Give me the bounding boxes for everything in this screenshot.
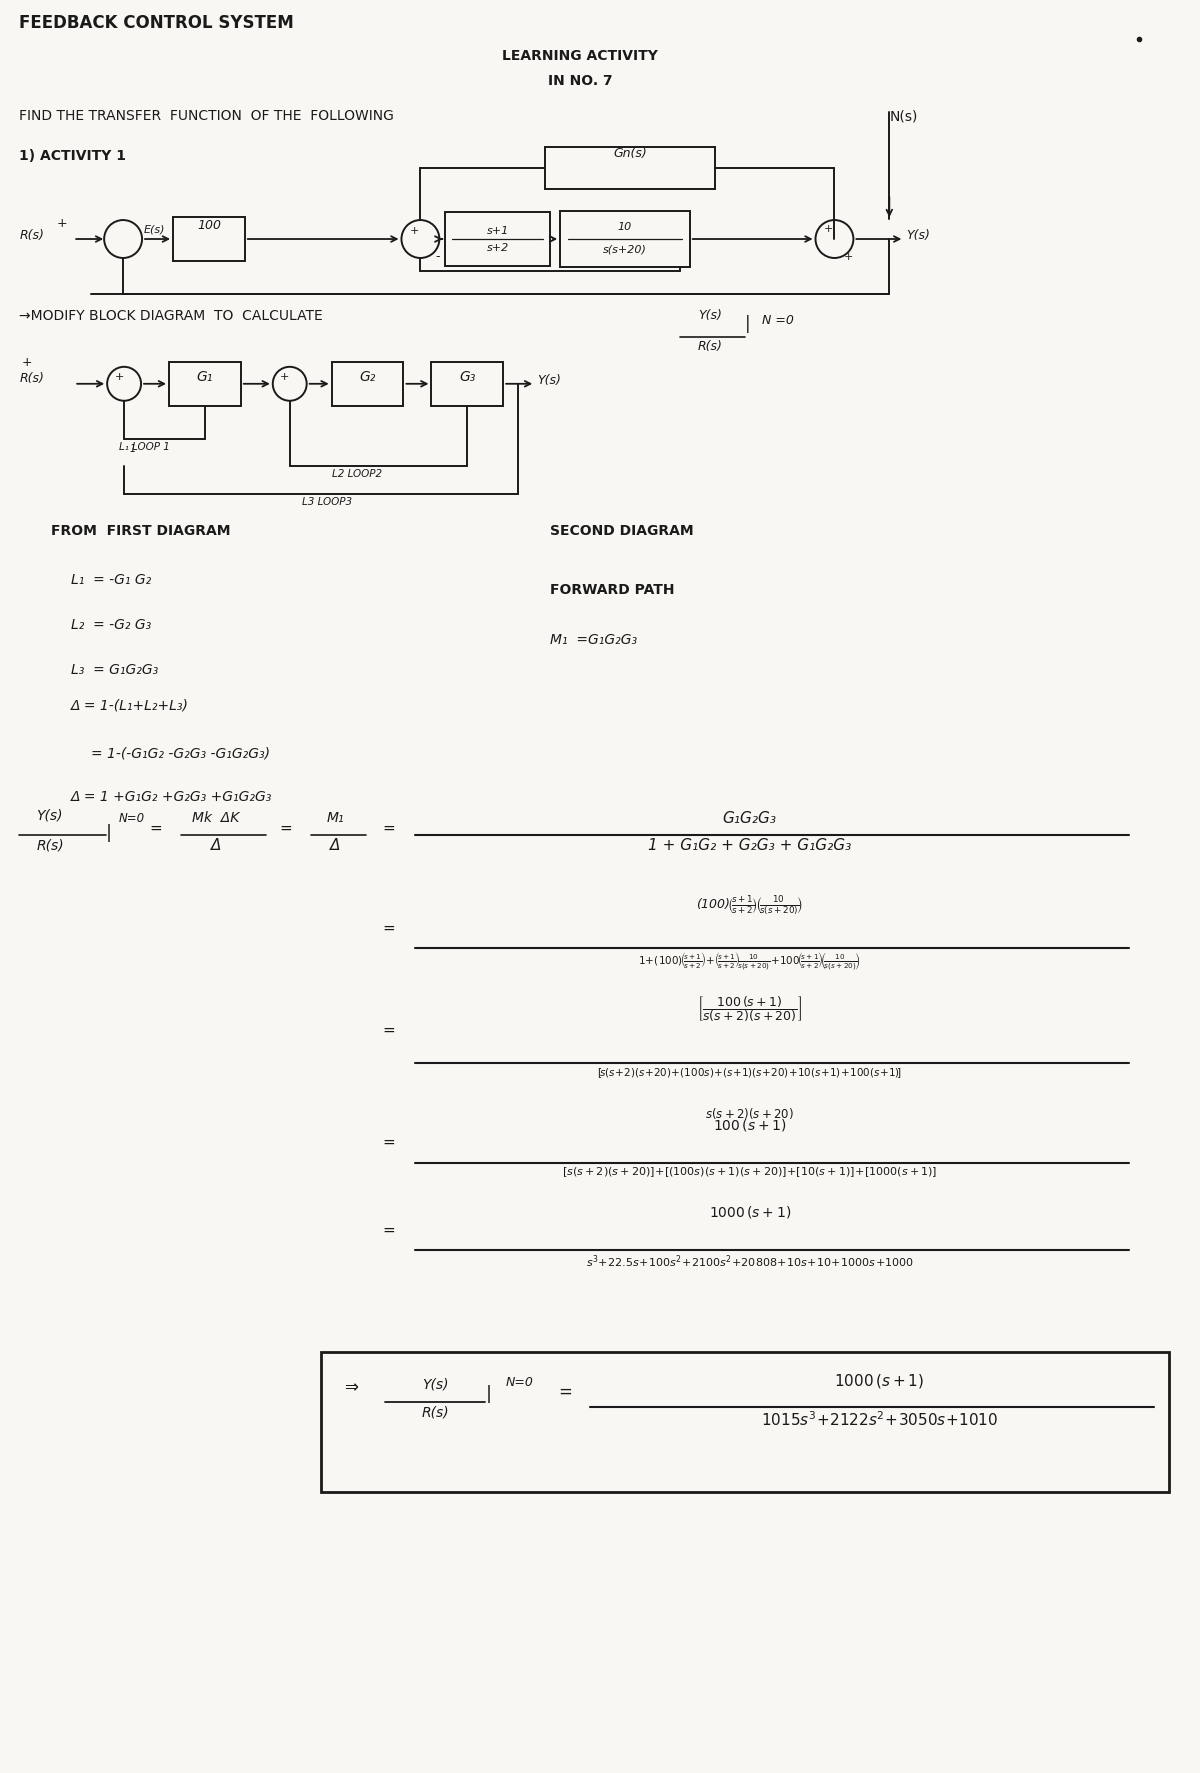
Text: ⇒: ⇒ (343, 1378, 358, 1395)
Text: M₁: M₁ (326, 810, 344, 824)
Text: |: | (106, 824, 112, 842)
Bar (320, 1353, 1169, 1493)
Circle shape (816, 220, 853, 259)
Text: +: + (22, 356, 32, 369)
Text: L2 LOOP2: L2 LOOP2 (331, 468, 382, 479)
Text: +: + (56, 216, 67, 230)
Text: =: = (558, 1383, 572, 1401)
Text: $s(s+2)(s+20)$: $s(s+2)(s+20)$ (706, 1106, 794, 1121)
Text: $100\,(s+1)$: $100\,(s+1)$ (713, 1117, 786, 1133)
Text: L₁  = -G₁ G₂: L₁ = -G₁ G₂ (71, 573, 151, 587)
Text: Y(s): Y(s) (906, 229, 930, 243)
Text: +: + (409, 225, 419, 236)
Bar (445, 211, 550, 266)
Text: R(s): R(s) (19, 229, 44, 243)
Circle shape (104, 220, 142, 259)
Text: Y(s): Y(s) (698, 309, 721, 323)
Text: R(s): R(s) (36, 839, 64, 853)
Text: $1000\,(s+1)$: $1000\,(s+1)$ (708, 1204, 791, 1220)
Text: Δ: Δ (330, 839, 341, 853)
Text: +: + (114, 372, 124, 381)
Text: L3 LOOP3: L3 LOOP3 (301, 496, 352, 507)
Text: $1015s^3\!+\!2122s^2\!+\!3050s\!+\!1010$: $1015s^3\!+\!2122s^2\!+\!3050s\!+\!1010$ (761, 1410, 998, 1429)
Text: =: = (382, 1023, 395, 1039)
Text: =: = (382, 920, 395, 936)
Bar (331, 362, 403, 406)
Text: $1\!+\!(100)\!\left(\!\frac{s+1}{s+2}\!\right)\!+\!\left(\!\frac{s+1}{s+2}\!\rig: $1\!+\!(100)\!\left(\!\frac{s+1}{s+2}\!\… (638, 950, 862, 973)
Text: $[s(s+2)(s+20)]\!+\![(100s)(s+1)(s+20)]\!+\![10(s+1)]\!+\![1000(s+1)]$: $[s(s+2)(s+20)]\!+\![(100s)(s+1)(s+20)]\… (562, 1165, 937, 1179)
Text: Δ = 1-(L₁+L₂+L₃): Δ = 1-(L₁+L₂+L₃) (71, 699, 190, 713)
Bar (545, 147, 715, 190)
Text: Δ = 1 +G₁G₂ +G₂G₃ +G₁G₂G₃: Δ = 1 +G₁G₂ +G₂G₃ +G₁G₂G₃ (71, 791, 272, 805)
Text: IN NO. 7: IN NO. 7 (547, 74, 612, 89)
Text: $1000\,(s+1)$: $1000\,(s+1)$ (834, 1372, 924, 1390)
Text: =: = (382, 1135, 395, 1151)
Text: G₂: G₂ (359, 371, 376, 383)
Circle shape (272, 367, 307, 401)
Text: (100)$\!\left(\!\frac{s+1}{s+2}\!\right)\!\left(\!\frac{10}{s(s+20)}\!\right)$: (100)$\!\left(\!\frac{s+1}{s+2}\!\right)… (696, 894, 803, 918)
Text: $\!\left[\!s(s\!+\!2)(s\!+\!20)\!+\!(100s)\!+\!(s\!+\!1)(s\!+\!20)\!+\!10(s\!+\!: $\!\left[\!s(s\!+\!2)(s\!+\!20)\!+\!(100… (598, 1066, 901, 1080)
Text: N =0: N =0 (762, 314, 793, 328)
Text: Gn(s): Gn(s) (613, 147, 647, 160)
Text: +: + (823, 223, 833, 234)
Text: LEARNING ACTIVITY: LEARNING ACTIVITY (502, 50, 658, 64)
Text: Δ: Δ (211, 839, 221, 853)
Text: = 1-(-G₁G₂ -G₂G₃ -G₁G₂G₃): = 1-(-G₁G₂ -G₂G₃ -G₁G₂G₃) (91, 746, 270, 761)
Text: |: | (745, 316, 750, 333)
Text: 1 + G₁G₂ + G₂G₃ + G₁G₂G₃: 1 + G₁G₂ + G₂G₃ + G₁G₂G₃ (648, 839, 851, 853)
Text: |: | (485, 1385, 491, 1402)
Text: Y(s): Y(s) (538, 374, 562, 387)
Text: R(s): R(s) (19, 372, 44, 385)
Text: Y(s): Y(s) (422, 1378, 449, 1392)
Text: 1: 1 (130, 443, 136, 454)
Text: FORWARD PATH: FORWARD PATH (550, 583, 674, 598)
Text: FEEDBACK CONTROL SYSTEM: FEEDBACK CONTROL SYSTEM (19, 14, 294, 32)
Text: $\left[\dfrac{100\,(s+1)}{s(s+2)(s+20)}\right]$: $\left[\dfrac{100\,(s+1)}{s(s+2)(s+20)}\… (697, 995, 803, 1023)
Text: L₁ LOOP 1: L₁ LOOP 1 (119, 441, 170, 452)
Text: =: = (280, 821, 292, 835)
Text: s+1: s+1 (487, 225, 509, 236)
Text: Mk  ΔK: Mk ΔK (192, 810, 240, 824)
Bar (560, 211, 690, 268)
Text: →MODIFY BLOCK DIAGRAM  TO  CALCULATE: →MODIFY BLOCK DIAGRAM TO CALCULATE (19, 309, 323, 323)
Text: 10: 10 (618, 222, 632, 232)
Text: SECOND DIAGRAM: SECOND DIAGRAM (550, 523, 694, 537)
Text: G₁G₂G₃: G₁G₂G₃ (722, 810, 776, 826)
Circle shape (402, 220, 439, 259)
Text: 1) ACTIVITY 1: 1) ACTIVITY 1 (19, 149, 126, 163)
Text: E(s): E(s) (144, 223, 166, 234)
Bar (173, 216, 245, 261)
Text: -: - (436, 250, 439, 264)
Text: G₃: G₃ (460, 371, 475, 383)
Bar (169, 362, 241, 406)
Text: N(s): N(s) (889, 110, 918, 122)
Text: $s^3\!+\!22.5s\!+\!100s^2\!+\!2100s^2\!+\!20808\!+\!10s\!+\!10\!+\!1000s\!+\!100: $s^3\!+\!22.5s\!+\!100s^2\!+\!2100s^2\!+… (586, 1254, 913, 1269)
Text: N=0: N=0 (505, 1376, 533, 1388)
Text: +: + (844, 252, 853, 262)
Text: =: = (150, 821, 162, 835)
Text: +: + (280, 372, 289, 381)
Text: M₁  =G₁G₂G₃: M₁ =G₁G₂G₃ (550, 633, 637, 647)
Text: FIND THE TRANSFER  FUNCTION  OF THE  FOLLOWING: FIND THE TRANSFER FUNCTION OF THE FOLLOW… (19, 110, 395, 122)
Text: =: = (382, 1223, 395, 1238)
Text: L₃  = G₁G₂G₃: L₃ = G₁G₂G₃ (71, 663, 158, 677)
Text: G₁: G₁ (197, 371, 214, 383)
Text: Y(s): Y(s) (36, 808, 62, 823)
Text: R(s): R(s) (421, 1406, 449, 1418)
Text: R(s): R(s) (697, 340, 722, 353)
Bar (431, 362, 503, 406)
Text: s+2: s+2 (487, 243, 509, 254)
Text: N=0: N=0 (119, 812, 145, 824)
Text: FROM  FIRST DIAGRAM: FROM FIRST DIAGRAM (52, 523, 230, 537)
Text: 100: 100 (197, 220, 221, 232)
Circle shape (107, 367, 142, 401)
Text: =: = (382, 821, 395, 835)
Text: s(s+20): s(s+20) (604, 245, 647, 254)
Text: L₂  = -G₂ G₃: L₂ = -G₂ G₃ (71, 619, 151, 633)
